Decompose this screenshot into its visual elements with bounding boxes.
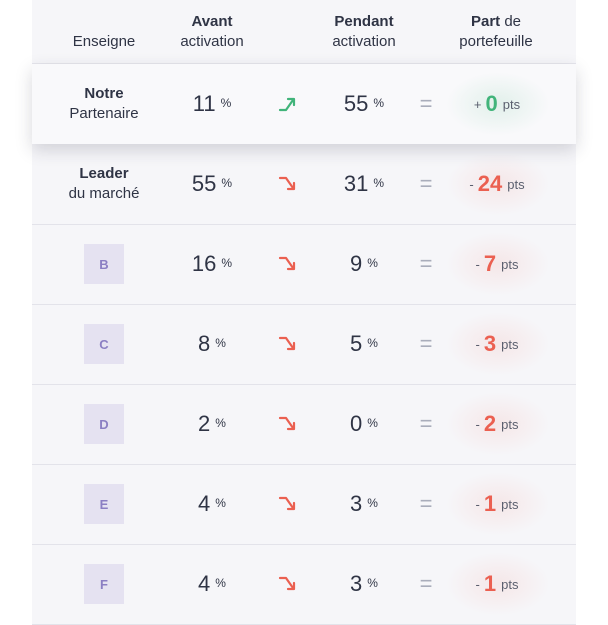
- store-name-bold: Notre: [84, 85, 124, 102]
- store-badge: D: [84, 404, 124, 444]
- share-delta: - 3 pts: [475, 331, 519, 356]
- delta-glow: [446, 312, 550, 376]
- equals-sign: =: [419, 491, 433, 516]
- value-pendant: 55%: [343, 91, 385, 116]
- equals-sign: =: [419, 171, 433, 196]
- trend-down-icon: [278, 256, 296, 271]
- store-name-rest: Partenaire: [69, 105, 139, 122]
- header-part-de-portefeuille: Part de portefeuille: [459, 13, 533, 50]
- table-row: F 4% 3% = - 1 pts: [32, 544, 576, 625]
- table-header: Enseigne Avant activation Pendant activati…: [32, 0, 576, 64]
- trend-down-icon: [278, 336, 296, 351]
- table-row: E 4% 3% = - 1 pts: [32, 464, 576, 545]
- share-delta: - 7 pts: [475, 251, 519, 276]
- trend-up-icon: [278, 97, 296, 112]
- value-pendant: 3%: [350, 491, 378, 516]
- trend-down-icon: [278, 176, 296, 191]
- delta-glow: [446, 472, 550, 536]
- value-avant: 4%: [198, 571, 226, 596]
- store-name: Notre Partenaire: [32, 64, 176, 144]
- share-delta: - 1 pts: [475, 571, 519, 596]
- value-avant: 11%: [192, 91, 232, 116]
- table-row: B 16% 9% = - 7 pts: [32, 224, 576, 305]
- equals-sign: =: [419, 251, 433, 276]
- store-badge: F: [84, 564, 124, 604]
- table-row: Leader du marché 55% 31% = - 24 pts: [32, 144, 576, 225]
- equals-sign: =: [419, 411, 433, 436]
- value-pendant: 0%: [350, 411, 378, 436]
- equals-sign: =: [419, 331, 433, 356]
- value-avant: 55%: [191, 171, 233, 196]
- store-badge: B: [84, 244, 124, 284]
- delta-glow: [446, 152, 550, 216]
- value-pendant: 3%: [350, 571, 378, 596]
- header-avant-activation: Avant activation: [180, 13, 244, 50]
- store-name-bold: Leader: [79, 165, 129, 182]
- delta-glow: [446, 72, 550, 136]
- table-row: C 8% 5% = - 3 pts: [32, 304, 576, 385]
- trend-down-icon: [278, 416, 296, 431]
- value-avant: 2%: [198, 411, 226, 436]
- delta-glow: [446, 232, 550, 296]
- store-badge: C: [84, 324, 124, 364]
- value-pendant: 5%: [350, 331, 378, 356]
- share-delta: - 24 pts: [469, 171, 525, 196]
- header-pendant-activation: Pendant activation: [332, 13, 396, 50]
- value-avant: 4%: [198, 491, 226, 516]
- value-avant: 16%: [191, 251, 233, 276]
- equals-sign: =: [419, 91, 433, 116]
- delta-glow: [446, 392, 550, 456]
- trend-down-icon: [278, 496, 296, 511]
- store-name: Leader du marché: [32, 144, 176, 224]
- value-pendant: 9%: [350, 251, 378, 276]
- share-delta: + 0 pts: [473, 91, 521, 116]
- store-name-rest: du marché: [68, 185, 140, 202]
- value-pendant: 31%: [343, 171, 385, 196]
- store-badge: E: [84, 484, 124, 524]
- equals-sign: =: [419, 571, 433, 596]
- delta-glow: [446, 552, 550, 616]
- value-avant: 8%: [198, 331, 226, 356]
- trend-down-icon: [278, 576, 296, 591]
- share-delta: - 2 pts: [475, 411, 519, 436]
- table-row: D 2% 0% = - 2 pts: [32, 384, 576, 465]
- header-enseigne: Enseigne: [72, 33, 136, 50]
- table-row: Notre Partenaire 11% 55% = + 0 pts: [32, 64, 576, 144]
- share-delta: - 1 pts: [475, 491, 519, 516]
